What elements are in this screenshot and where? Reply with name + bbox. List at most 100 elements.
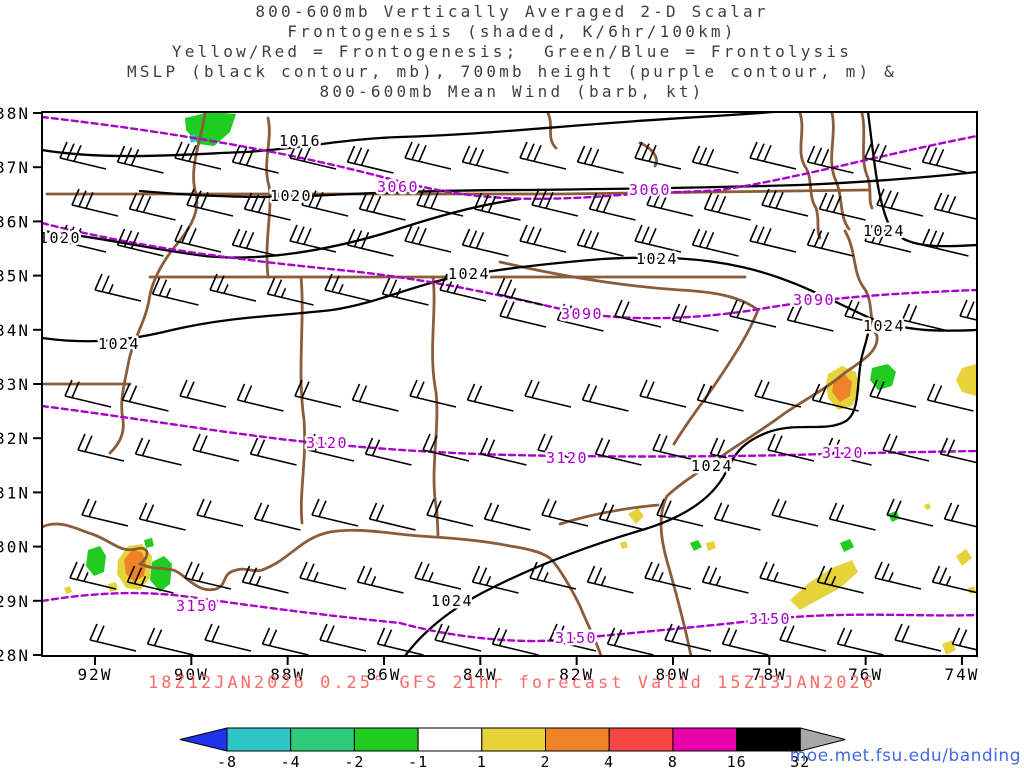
colorbar-right-arrow [799, 727, 846, 752]
wind-barb [713, 502, 761, 531]
x-tick-label: 86W [367, 665, 402, 684]
wind-barb [951, 627, 976, 651]
wind-barb [606, 627, 654, 655]
wind-barb [491, 627, 539, 655]
mslp-contour-label: 1024 [863, 222, 905, 240]
wind-barb [479, 437, 527, 466]
wind-barb [754, 379, 802, 408]
shaded-patch-green [870, 364, 896, 390]
mslp-contour-1020-left [43, 197, 522, 259]
wind-barb [806, 145, 854, 174]
wind-barb [761, 188, 809, 217]
wind-barb [196, 498, 244, 527]
wind-barb [588, 192, 636, 221]
y-axis: 38N 37N 36N 35N 34N 33N 32N 31N 30N 29N 28N [0, 104, 42, 665]
shaded-patch-yellow [706, 541, 716, 551]
colorbar-tick-label: 32 [790, 753, 810, 768]
height-contour-3150 [43, 591, 976, 643]
colorbar-segment [672, 727, 738, 752]
mslp-contour-label: 1024 [636, 250, 678, 268]
contour-labels: 1016 1020 1020 1024 1024 1024 1024 1024 1024 1024… [43, 130, 906, 650]
height-contour-label: 3120 [546, 449, 588, 467]
height-contour-label: 3090 [561, 305, 603, 323]
wind-barb [64, 379, 112, 408]
colorbar-segment [417, 727, 483, 752]
wind-barb [289, 224, 337, 253]
y-tick-label: 38N [0, 104, 30, 123]
wind-barb [381, 277, 429, 306]
wind-barb [128, 192, 176, 221]
wind-barb [301, 188, 349, 217]
mslp-contours [43, 113, 976, 655]
website-link[interactable]: moe.met.fsu.edu/banding [789, 746, 1021, 766]
wind-barb [94, 273, 142, 302]
shaded-patch-green [150, 556, 172, 592]
wind-barb [749, 141, 797, 170]
height-contours [43, 115, 976, 643]
y-tick-label: 30N [0, 538, 30, 557]
state-border-ms-al [299, 275, 307, 525]
x-tick-label: 82W [559, 665, 594, 684]
wind-barb [759, 561, 807, 590]
shaded-patch-green [185, 113, 236, 146]
wind-barb [519, 141, 567, 170]
y-tick-label: 33N [0, 375, 30, 394]
y-tick-label: 28N [0, 646, 30, 665]
wind-barb [634, 224, 682, 253]
mslp-contour-label: 1016 [279, 132, 321, 150]
wind-barb [324, 273, 372, 302]
wind-barb [204, 623, 252, 652]
wind-barb [709, 437, 757, 466]
wind-barb [473, 192, 521, 221]
wind-barb [874, 561, 922, 590]
x-tick-label: 80W [656, 665, 691, 684]
wind-barb [771, 498, 819, 527]
wind-barb [307, 433, 355, 462]
wind-barb [779, 623, 827, 652]
wind-barb [439, 273, 487, 302]
state-border-savannah-river [672, 308, 760, 446]
shaded-patch-green [86, 546, 106, 576]
colorbar-segment [290, 727, 355, 752]
wind-barb [261, 627, 309, 655]
height-contour-3120 [43, 404, 976, 458]
wind-barb [471, 565, 519, 594]
wind-barb [691, 145, 739, 174]
wind-barb [869, 379, 917, 408]
colorbar-legend: -8 -4 -2 -1 1 2 4 8 16 32 [179, 727, 846, 768]
wind-barb [414, 561, 462, 590]
shaded-patch-orange [124, 550, 146, 582]
y-tick-label: 37N [0, 158, 30, 177]
wind-barb [81, 498, 129, 527]
wind-barb [749, 224, 797, 253]
shaded-patch-green [690, 540, 702, 551]
x-tick-label: 92W [78, 665, 113, 684]
height-contour-label: 3150 [176, 597, 218, 615]
wind-barb [253, 502, 301, 531]
wind-barb [146, 627, 194, 655]
x-tick-label: 76W [848, 665, 883, 684]
wind-barb [496, 277, 544, 306]
wind-barb [581, 383, 629, 412]
state-border-tn-river [265, 116, 272, 279]
wind-barb [192, 433, 240, 462]
colorbar-tick-label: -1 [408, 753, 428, 768]
colorbar-segment [545, 727, 610, 752]
wind-barb [721, 627, 769, 655]
wind-barb [639, 379, 687, 408]
mslp-contour-label: 1024 [691, 457, 733, 475]
wind-barb [824, 437, 872, 466]
wind-barb [926, 383, 974, 412]
y-tick-label: 36N [0, 212, 30, 231]
colorbar-left-arrow [179, 727, 228, 752]
wind-barb [77, 433, 125, 462]
wind-barb [186, 188, 234, 217]
wind-barb [836, 627, 884, 655]
wind-barb [652, 433, 700, 462]
wind-barb [134, 437, 182, 466]
wind-barb [664, 623, 712, 652]
colorbar-tick-label: 2 [540, 753, 550, 768]
wind-barb [576, 228, 624, 257]
